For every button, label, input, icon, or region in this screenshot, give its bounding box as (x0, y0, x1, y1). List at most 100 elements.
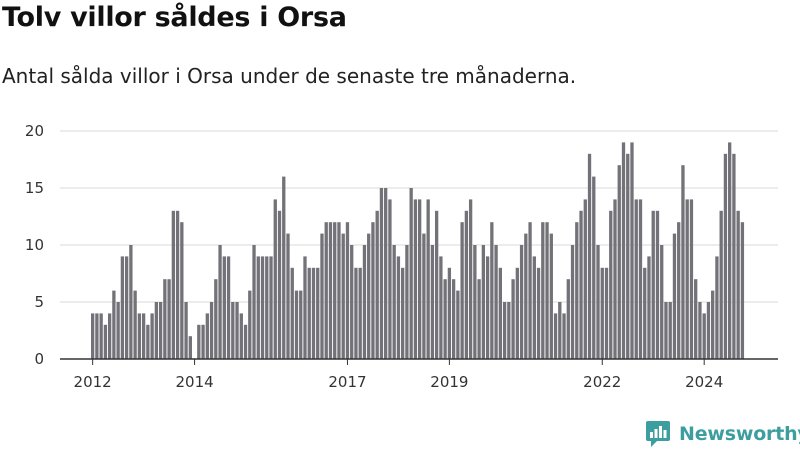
bar (341, 233, 345, 359)
bar (536, 267, 541, 359)
bar (260, 256, 265, 359)
bar (358, 267, 362, 359)
bar (95, 313, 99, 359)
bar (485, 256, 490, 359)
bar (549, 233, 553, 359)
bar (600, 267, 604, 359)
bar (401, 267, 405, 359)
bar (129, 245, 133, 359)
bar (558, 302, 562, 359)
bar (333, 222, 337, 359)
bar (694, 279, 698, 359)
bar (154, 302, 159, 359)
newsworthy-logo-icon (646, 421, 670, 447)
bar (579, 210, 583, 359)
bar (273, 199, 277, 359)
bar (290, 267, 294, 359)
bar (655, 210, 660, 359)
bar (133, 290, 137, 359)
bar (532, 256, 536, 359)
bar (299, 290, 303, 359)
bar (218, 245, 222, 359)
bar (205, 313, 209, 359)
bar (282, 176, 286, 359)
bar (303, 256, 307, 359)
bar (392, 245, 396, 359)
bar (511, 279, 515, 359)
bar (664, 302, 668, 359)
bar (141, 313, 146, 359)
bar (468, 199, 473, 359)
x-tick-label: 2017 (328, 373, 366, 391)
bar (163, 279, 167, 359)
x-tick-label: 2012 (74, 373, 112, 391)
bar (345, 222, 350, 359)
bar (609, 210, 613, 359)
bar (214, 279, 218, 359)
bar (116, 302, 120, 359)
bar (120, 256, 125, 359)
data-labels: 12 (740, 0, 766, 7)
brand-name: Newsworthy (679, 423, 800, 445)
bar (434, 210, 439, 359)
bar (728, 142, 732, 359)
bar (626, 153, 630, 359)
bar (553, 313, 558, 359)
bar (197, 324, 201, 359)
bar (507, 302, 511, 359)
bar (371, 222, 375, 359)
bar (91, 313, 95, 359)
bar (265, 256, 269, 359)
y-tick-label: 5 (34, 293, 44, 311)
bar (150, 313, 154, 359)
bar (638, 199, 643, 359)
bar (294, 290, 299, 359)
bar (379, 188, 384, 359)
bar (409, 188, 413, 359)
bar (481, 245, 486, 359)
bar (337, 222, 341, 359)
brand-logo: Newsworthy (645, 420, 800, 448)
bar (375, 210, 379, 359)
bar (248, 290, 252, 359)
bar (362, 245, 367, 359)
bar (243, 324, 248, 359)
bar (405, 245, 409, 359)
bar (252, 245, 256, 359)
y-tick-label: 0 (34, 350, 44, 368)
bar (630, 142, 634, 359)
bar (354, 267, 358, 359)
bar (239, 313, 243, 359)
bar (613, 199, 617, 359)
bar (634, 199, 638, 359)
bar (464, 210, 469, 359)
highlight-value-label: 12 (742, 0, 764, 5)
bar (490, 222, 494, 359)
bar (350, 245, 354, 359)
bar (231, 302, 235, 359)
bar (320, 233, 324, 359)
bar (723, 153, 728, 359)
bar (562, 313, 566, 359)
bar (158, 302, 163, 359)
bar (451, 279, 456, 359)
bar (715, 256, 719, 359)
bar (413, 199, 418, 359)
bar (719, 210, 723, 359)
bar (566, 279, 570, 359)
bar (307, 267, 311, 359)
bar (430, 245, 435, 359)
bar (689, 199, 694, 359)
bar (269, 256, 273, 359)
bar (528, 222, 532, 359)
bar (477, 279, 481, 359)
bar (660, 245, 664, 359)
bar (316, 267, 320, 359)
bar (112, 290, 116, 359)
bar (570, 245, 575, 359)
bar (706, 302, 711, 359)
y-tick-label: 15 (25, 179, 44, 197)
bar (498, 267, 503, 359)
bar (418, 199, 422, 359)
